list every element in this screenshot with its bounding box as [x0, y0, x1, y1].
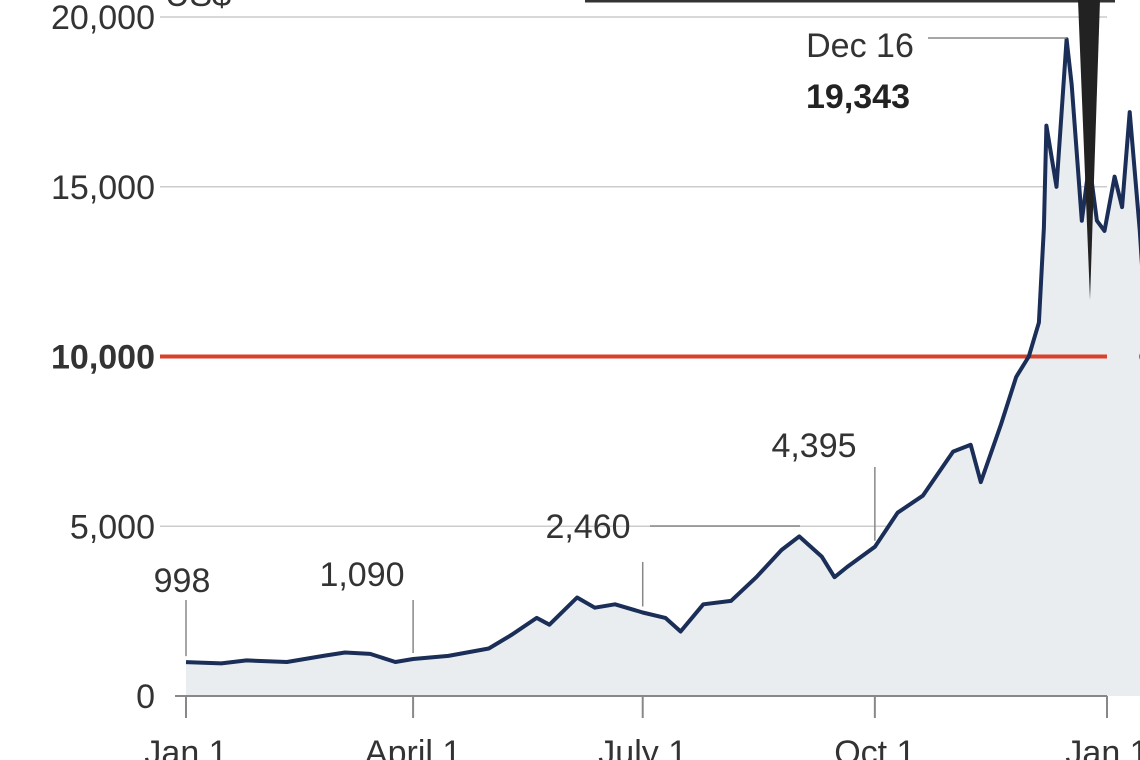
- annotation-date-label: Dec 16: [806, 27, 914, 65]
- x-tick-label: Oct 1: [834, 734, 915, 760]
- y-tick-label: 0: [136, 678, 155, 716]
- highlight-layer: 10,000: [51, 339, 1140, 377]
- y-tick-label: 5,000: [70, 508, 155, 546]
- annotation-peak-value: 19,343: [806, 78, 910, 116]
- annotation-value-label: 998: [154, 562, 211, 600]
- annotation-layer: 998 1,090 2,460 4,395 Dec 16 19,343: [154, 27, 1067, 657]
- annotation-value-label: 4,395: [771, 427, 856, 465]
- y-tick-label: 15,000: [51, 169, 155, 207]
- annotation-value-label: 1,090: [319, 556, 404, 594]
- axis-layer: 0 5,000 15,000 20,000 Jan 1 April 1 July 1 Oct …: [51, 0, 1140, 760]
- highlight-line-label: 10,000: [51, 339, 155, 377]
- annotation-value-label: 2,460: [545, 508, 630, 546]
- top-decoration: [585, 0, 1115, 300]
- price-area-fill: [186, 39, 1140, 696]
- x-tick-label: Jan 1: [144, 734, 227, 760]
- currency-label: US$: [165, 0, 231, 14]
- x-tick-label: Jan 1: [1065, 734, 1140, 760]
- pointer-wedge: [1078, 0, 1100, 300]
- x-tick-label: July 1: [598, 734, 687, 760]
- y-tick-label: 20,000: [51, 0, 155, 37]
- price-line: [185, 37, 1140, 666]
- x-tick-label: April 1: [365, 734, 461, 760]
